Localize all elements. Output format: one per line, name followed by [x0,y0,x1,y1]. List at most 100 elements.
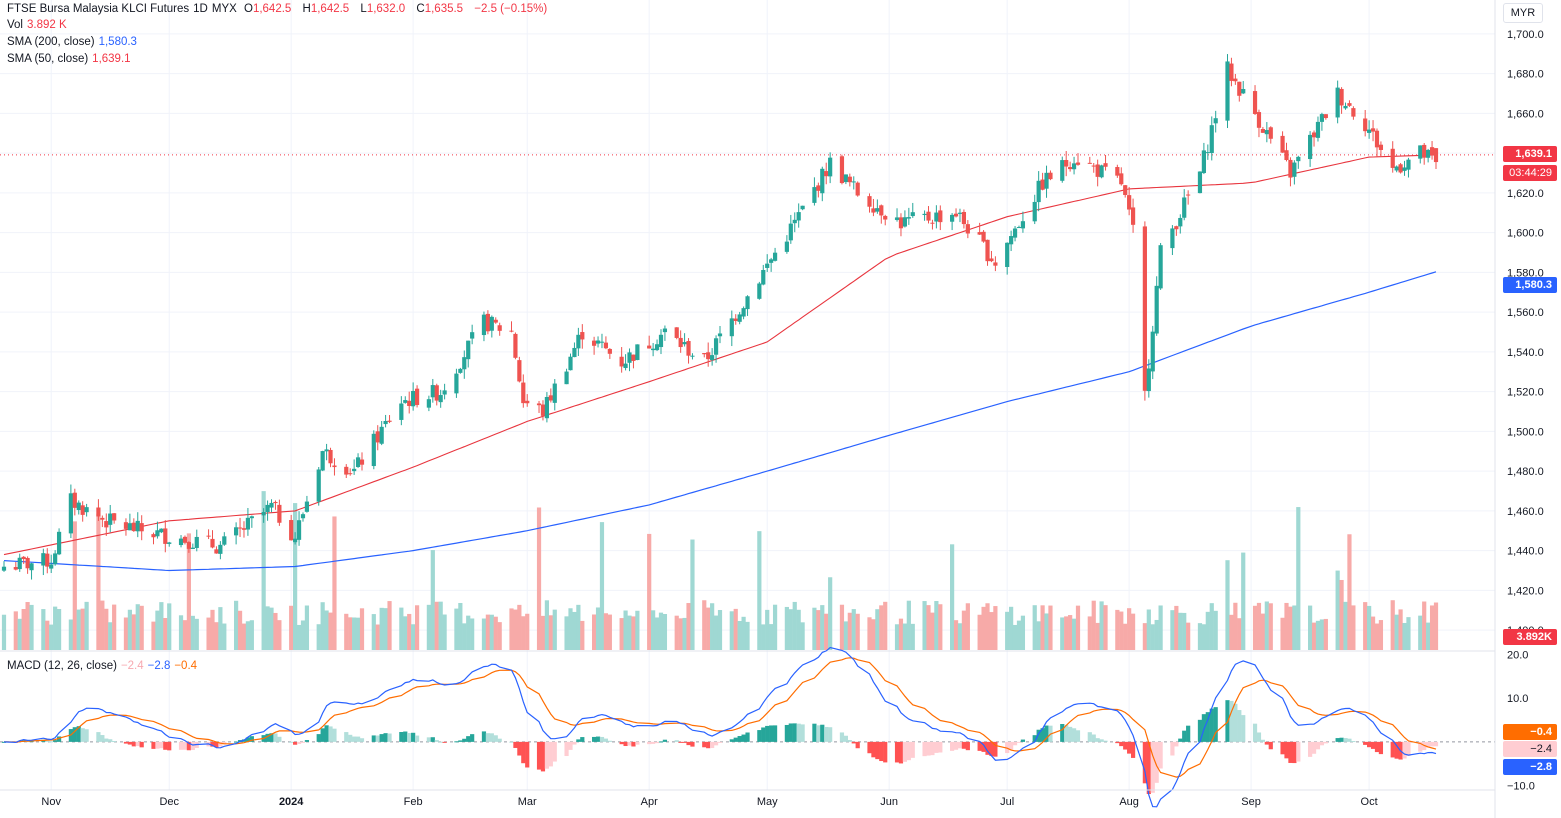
macd-hist-bar [1292,741,1297,764]
volume-bar [45,620,50,650]
volume-bar [824,613,829,650]
macd-hist-bar [934,741,939,753]
candle-body [1186,194,1191,196]
candle-body [17,557,22,570]
volume-bar [745,621,750,650]
volume-bar [686,603,691,650]
volume-bar [1115,609,1120,650]
volume-bar [1060,617,1065,650]
sma200-legend[interactable]: SMA (200, close) 1,580.3 [7,34,141,50]
macd-hist-bar [686,741,691,746]
candle-body [619,356,624,367]
candle-body [1264,130,1269,135]
macd-hist-bar [1009,741,1014,750]
volume-bar [647,533,652,650]
candle-body [1370,128,1376,132]
macd-hist-bar [953,741,959,750]
volume-bar [426,604,431,650]
volume-bar [1347,534,1352,650]
volume-bar [898,618,904,650]
symbol-legend[interactable]: FTSE Bursa Malaysia KLCI Futures 1D MYX O1… [7,1,551,17]
macd-hist-bar [296,741,302,744]
candle-body [1,566,7,571]
candle-body [53,553,58,565]
macd-hist-bar [651,741,656,744]
volume-bar [131,614,136,650]
volume-bars [1,491,1439,650]
volume-bar [1103,605,1108,650]
macd-hist-bar [745,732,750,742]
candle-body [568,356,573,371]
volume-bar [1284,602,1289,650]
macd-hist-bar [320,728,325,742]
volume-bar [481,618,487,650]
macd-hist-bar [812,723,817,742]
candle-body [320,451,325,471]
candle-body [741,308,746,317]
price-tick-label: 1,460.0 [1507,506,1544,518]
candle-body [1429,147,1435,155]
macd-hist-bar [178,741,184,750]
vol-legend[interactable]: Vol 3.892 K [7,17,71,33]
volume-bar [517,604,522,650]
candle-body [950,214,955,222]
macd-hist-bar [1378,741,1384,755]
high-label: H [302,3,311,15]
candle-body [190,547,195,549]
currency-button[interactable]: MYR [1503,3,1543,23]
macd-hist-bar [710,741,715,749]
volume-bar [772,604,778,650]
macd-hist-bar [717,741,723,743]
macd-hist-bar [1075,730,1081,742]
volume-bar [76,609,81,650]
volume-bar [1418,615,1423,650]
price-tick-label: 1,440.0 [1507,546,1544,558]
candle-body [481,314,487,336]
macd-hist-bar [564,741,569,757]
macd-hist-bar [430,737,435,742]
candle-body [1170,228,1175,249]
volume-bar [1158,605,1163,650]
volume-bar [1311,622,1317,650]
volume-bar [112,604,117,650]
macd-hist-bar [135,741,140,747]
macd-hist-bar [839,732,845,742]
macd-hist-bar [1209,708,1214,742]
macd-hist-bar [741,734,746,742]
candle-body [458,368,463,373]
volume-bar [875,609,880,650]
volume-bar [741,616,746,650]
candle-body [1150,331,1155,372]
macd-legend[interactable]: MACD (12, 26, close) −2.4 −2.8 −0.4 [7,658,201,674]
macd-hist-bar [359,738,365,742]
candle-body [717,333,723,337]
volume-bar [961,610,967,650]
candle-body [426,399,431,408]
macd-hist-bar [1213,707,1218,742]
volume-bar [241,623,247,650]
candle-body [470,332,475,339]
candle-body [300,514,306,519]
volume-bar [729,611,734,650]
volume-bar [206,617,211,650]
macd-hist-bar [1087,732,1092,742]
volume-bar [53,606,58,650]
candle-body [1068,167,1073,170]
volume-bar [540,615,546,650]
volume-bar [902,623,908,650]
candle-body [1351,108,1356,117]
volume-bar [1197,623,1203,650]
macd-hist-bar [792,723,797,742]
volume-bar [847,612,852,650]
macd-hist-bar [1343,738,1348,742]
volume-bar [627,615,632,650]
macd-hist-bar [879,741,884,762]
candle-body [599,341,605,343]
macd-tick-label: 10.0 [1507,693,1528,705]
macd-hist-bar [1296,741,1301,762]
sma50-legend[interactable]: SMA (50, close) 1,639.1 [7,51,135,67]
candle-body [1119,173,1124,185]
candle-body [993,262,998,266]
volume-bar [564,616,569,650]
